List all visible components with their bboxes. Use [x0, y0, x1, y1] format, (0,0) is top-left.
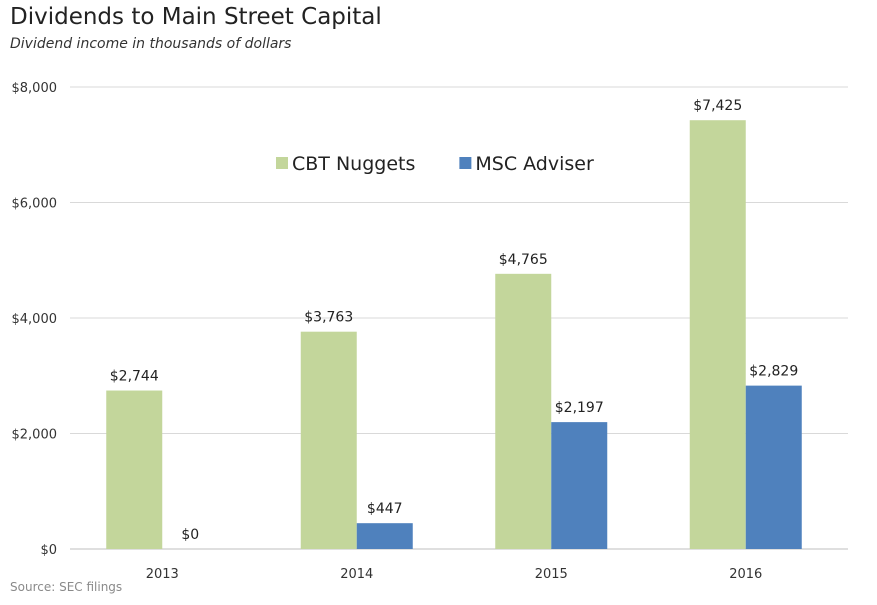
source-note: Source: SEC filings	[10, 580, 123, 594]
data-label: $2,197	[555, 400, 604, 416]
x-tick-label: 2013	[146, 567, 179, 582]
legend-label: CBT Nuggets	[292, 153, 415, 175]
bar-msc-adviser	[745, 385, 802, 549]
data-label: $7,425	[693, 98, 742, 114]
bar-cbt-nuggets	[106, 390, 163, 549]
y-tick-label: $8,000	[12, 81, 58, 96]
data-label: $0	[181, 527, 199, 543]
x-tick-label: 2015	[535, 567, 568, 582]
data-label: $2,744	[110, 369, 159, 385]
data-label: $2,829	[749, 364, 798, 380]
data-label: $447	[367, 501, 403, 517]
y-tick-label: $4,000	[12, 312, 58, 327]
chart-title: Dividends to Main Street Capital	[10, 4, 382, 30]
x-tick-label: 2014	[340, 567, 373, 582]
bar-msc-adviser	[551, 422, 608, 549]
legend-swatch	[459, 157, 472, 169]
x-tick-label: 2016	[729, 567, 762, 582]
data-label: $4,765	[499, 252, 548, 268]
y-tick-label: $0	[40, 543, 57, 558]
legend-swatch	[276, 157, 288, 169]
data-label: $3,763	[304, 310, 353, 326]
y-tick-label: $6,000	[12, 197, 58, 212]
bar-cbt-nuggets	[495, 273, 552, 549]
bar-cbt-nuggets	[300, 331, 357, 549]
bar-msc-adviser	[356, 523, 413, 549]
y-tick-label: $2,000	[12, 428, 58, 443]
chart-subtitle: Dividend income in thousands of dollars	[10, 36, 292, 52]
legend-label: MSC Adviser	[475, 153, 594, 175]
bar-cbt-nuggets	[689, 120, 746, 550]
